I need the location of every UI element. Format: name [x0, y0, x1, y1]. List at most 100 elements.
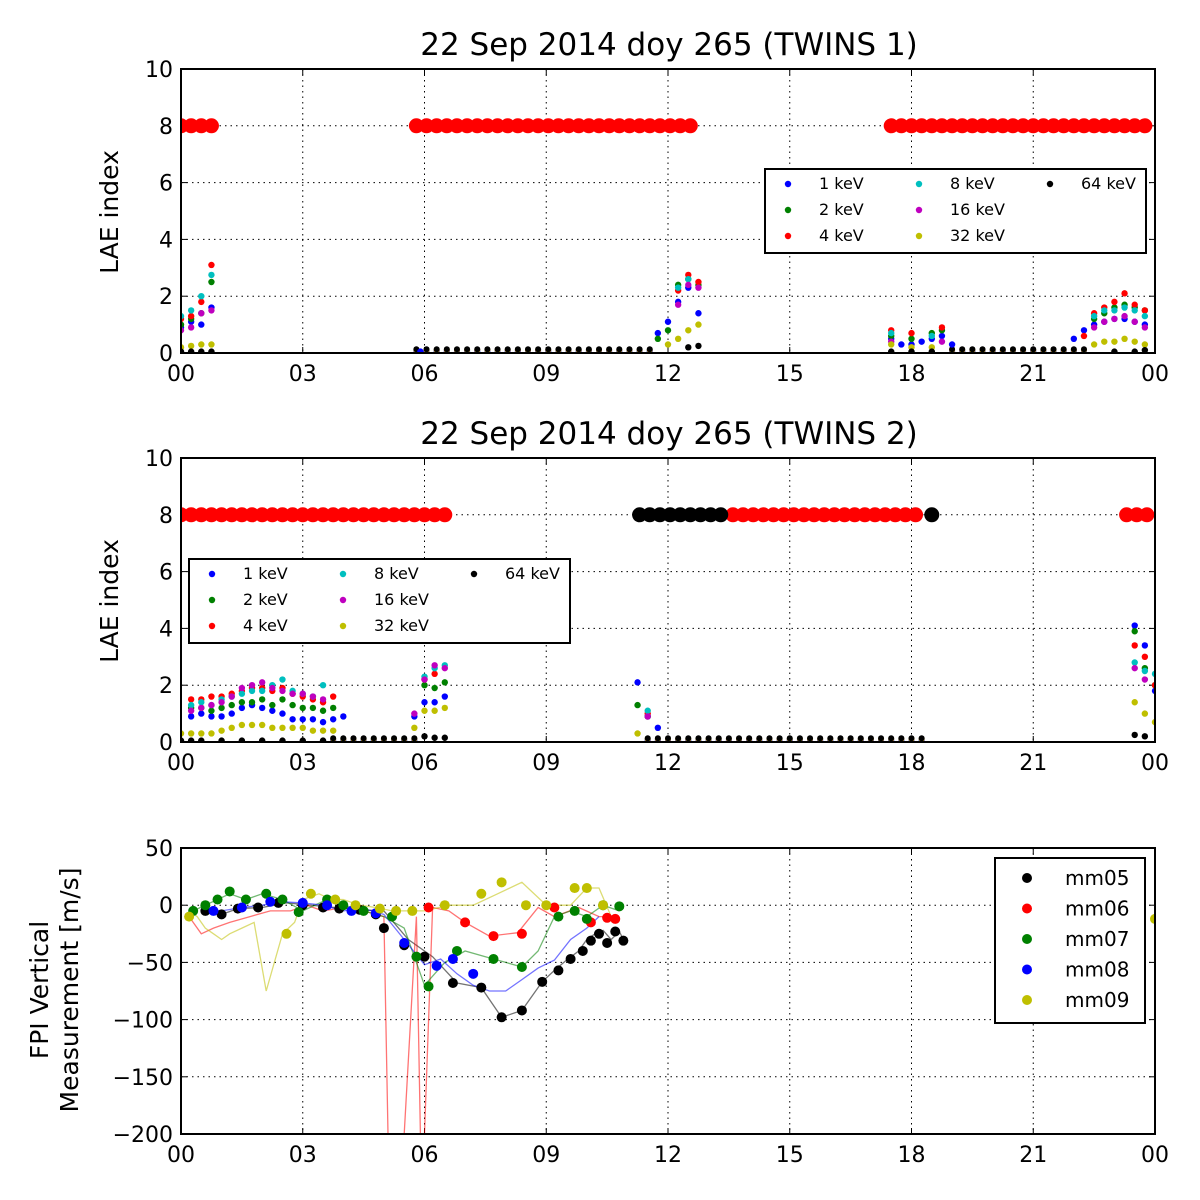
fpi-point-mm05: [553, 965, 564, 976]
twins1-baseline-point: [423, 346, 430, 353]
twins2-baseline-point: [756, 735, 763, 742]
twins1-baseline-point: [646, 346, 653, 353]
twins2-point-2kev: [279, 696, 286, 703]
fpi-legend-marker: [1022, 934, 1032, 944]
twins2-baseline-point: [817, 735, 824, 742]
twins2-baseline-point: [878, 735, 885, 742]
twins2-point-1kev: [421, 699, 428, 706]
twins2-legend-marker: [208, 596, 216, 604]
twins1-baseline-point: [1060, 346, 1067, 353]
fpi-legend-label: mm05: [1065, 866, 1129, 890]
twins1-point-64kev: [1141, 346, 1149, 353]
twins2-point-16kev: [198, 704, 205, 712]
twins1-point-1kev: [654, 329, 662, 337]
twins2-point-2kev: [319, 707, 327, 714]
twins2-plot-area: [181, 507, 1155, 742]
twins1-point-1kev: [664, 318, 672, 325]
twins2-point-8kev: [198, 699, 205, 706]
twins1-point-64kev: [198, 348, 205, 353]
fpi-point-mm09: [350, 900, 361, 911]
twins1-x-tick-label: 00: [1141, 362, 1169, 387]
fpi-point-mm09: [374, 903, 385, 914]
twins1-baseline-point: [484, 346, 491, 353]
fpi-point-mm08: [208, 905, 219, 916]
twins1-y-tick-label: 0: [159, 342, 173, 367]
twins2-point-32kev: [198, 730, 205, 737]
fpi-point-mm09: [281, 928, 292, 939]
fpi-x-tick-label: 12: [654, 1143, 682, 1168]
twins1-point-8kev: [1090, 312, 1098, 320]
twins1-baseline-point: [979, 346, 986, 353]
twins2-point-1kev: [269, 707, 276, 714]
twins2-legend-marker: [339, 570, 347, 578]
twins1-baseline-point: [959, 346, 966, 353]
fpi-legend-marker: [1022, 995, 1032, 1005]
twins1-point-32kev: [664, 341, 672, 348]
fpi-point-mm08: [265, 896, 276, 907]
twins2-point-1kev: [299, 716, 306, 723]
twins1-point-64kev: [888, 348, 895, 353]
fpi-point-mm07: [553, 911, 564, 922]
twins1-chart: 22 Sep 2014 doy 265 (TWINS 1) LAE index …: [95, 27, 1169, 387]
fpi-x-tick-label: 00: [1141, 1143, 1169, 1168]
twins2-point-64kev: [187, 737, 195, 742]
twins2-legend-label: 1 keV: [243, 564, 288, 583]
twins2-legend-label: 16 keV: [374, 590, 429, 609]
twins2-title: 22 Sep 2014 doy 265 (TWINS 2): [420, 416, 918, 452]
twins2-legend-label: 64 keV: [505, 564, 560, 583]
twins2-point-8kev: [644, 707, 651, 714]
twins1-flag-marker: [203, 118, 219, 134]
twins2-baseline-point: [796, 735, 803, 742]
fpi-point-mm05: [378, 923, 389, 934]
twins2-baseline-point: [857, 735, 864, 742]
twins1-point-32kev: [888, 341, 895, 348]
fpi-point-mm06: [602, 912, 613, 923]
fpi-legend-box: [994, 857, 1146, 1024]
twins1-baseline-point: [616, 346, 623, 353]
fpi-legend-label: mm08: [1065, 958, 1129, 982]
fpi-y-tick-label: −100: [113, 1009, 173, 1034]
fpi-y-tick-label: 50: [145, 837, 173, 862]
twins2-point-32kev: [299, 724, 306, 731]
twins2-point-64kev: [1141, 733, 1149, 740]
fpi-point-mm06: [488, 931, 499, 942]
twins1-point-1kev: [1080, 327, 1088, 334]
twins2-point-2kev: [258, 696, 266, 703]
twins1-legend-marker: [915, 206, 923, 214]
twins2-point-2kev: [421, 682, 428, 689]
fpi-point-mm06: [460, 917, 471, 928]
twins2-baseline-point: [837, 735, 844, 742]
twins1-baseline-point: [1050, 346, 1057, 353]
twins2-baseline-point: [776, 735, 783, 742]
twins2-point-2kev: [218, 704, 225, 712]
twins2-x-tick-label: 03: [289, 751, 317, 776]
fpi-point-mm09: [598, 900, 609, 911]
twins2-point-2kev: [431, 684, 438, 692]
twins1-baseline-point: [433, 346, 440, 353]
twins2-legend-marker: [339, 622, 347, 630]
twins2-baseline-point: [807, 735, 814, 742]
twins2-point-64kev: [441, 734, 448, 741]
twins1-baseline-point: [949, 346, 956, 353]
fpi-point-mm05: [577, 945, 588, 956]
fpi-point-mm05: [253, 902, 264, 913]
twins1-point-32kev: [674, 335, 682, 342]
twins1-legend: 1 keV 2 keV 4 keV 8 keV 16 keV 32 keV 64 keV: [764, 168, 1147, 254]
fpi-point-mm07: [423, 981, 434, 992]
twins2-point-32kev: [411, 724, 418, 731]
twins2-point-1kev: [1131, 622, 1138, 629]
twins1-baseline-point: [453, 346, 460, 353]
twins2-point-32kev: [238, 721, 246, 729]
twins2-point-32kev: [228, 724, 235, 731]
twins1-point-32kev: [1121, 335, 1128, 342]
twins2-legend-label: 32 keV: [374, 616, 429, 635]
twins2-point-32kev: [187, 730, 195, 737]
twins1-point-32kev: [1111, 338, 1118, 345]
fpi-point-mm07: [240, 894, 251, 905]
fpi-point-mm05: [216, 909, 227, 920]
twins2-point-16kev: [421, 676, 428, 683]
twins2-point-16kev: [319, 696, 327, 703]
twins1-point-64kev: [695, 342, 702, 350]
twins2-point-32kev: [269, 724, 276, 731]
twins2-baseline-point: [360, 735, 367, 742]
